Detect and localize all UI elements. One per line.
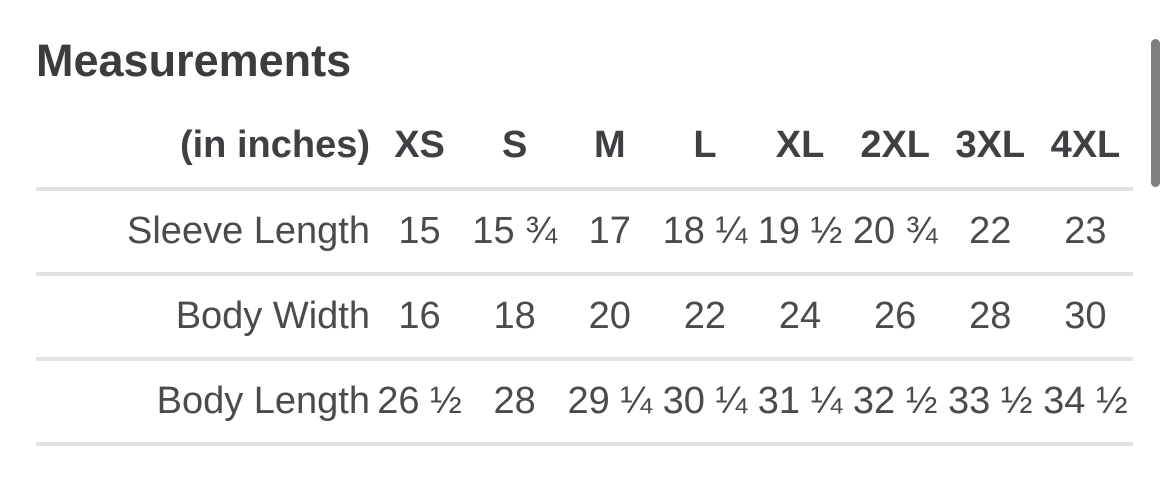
size-header-3xl: 3XL (942, 104, 1038, 191)
measurement-cell: 17 (562, 189, 658, 276)
measurement-cell: 30 (1037, 274, 1133, 361)
measurements-section: Measurements (in inches) XS S M L XL 2XL… (36, 35, 1133, 446)
measurement-cell: 23 (1037, 189, 1133, 276)
measurement-cell: 26 ½ (372, 359, 468, 446)
row-label-sleeve-length: Sleeve Length (36, 189, 372, 276)
measurement-cell: 24 (752, 274, 848, 361)
measurement-cell: 22 (657, 274, 753, 361)
measurement-cell: 18 ¼ (657, 189, 753, 276)
page-title: Measurements (36, 35, 352, 86)
size-header-2xl: 2XL (847, 104, 943, 191)
measurement-cell: 28 (942, 274, 1038, 361)
measurement-cell: 19 ½ (752, 189, 848, 276)
measurement-cell: 26 (847, 274, 943, 361)
measurement-cell: 20 (562, 274, 658, 361)
row-label-body-length: Body Length (36, 359, 372, 446)
measurement-cell: 29 ¼ (562, 359, 658, 446)
measurement-cell: 32 ½ (847, 359, 943, 446)
measurement-cell: 15 (372, 189, 468, 276)
size-header-4xl: 4XL (1037, 104, 1133, 191)
table-row-body-length: Body Length 26 ½ 28 29 ¼ 30 ¼ 31 ¼ 32 ½ … (36, 359, 1133, 446)
size-header-s: S (467, 104, 563, 191)
measurement-cell: 16 (372, 274, 468, 361)
measurement-cell: 28 (467, 359, 563, 446)
size-header-xl: XL (752, 104, 848, 191)
measurement-cell: 18 (467, 274, 563, 361)
size-header-m: M (562, 104, 658, 191)
measurements-table: (in inches) XS S M L XL 2XL 3XL 4XL Slee… (36, 104, 1133, 446)
row-label-body-width: Body Width (36, 274, 372, 361)
measurement-cell: 20 ¾ (847, 189, 943, 276)
measurement-cell: 33 ½ (942, 359, 1038, 446)
size-header-l: L (657, 104, 753, 191)
measurement-cell: 22 (942, 189, 1038, 276)
measurement-cell: 30 ¼ (657, 359, 753, 446)
measurement-cell: 15 ¾ (467, 189, 563, 276)
measurement-cell: 31 ¼ (752, 359, 848, 446)
size-header-row: (in inches) XS S M L XL 2XL 3XL 4XL (36, 104, 1133, 191)
table-row-body-width: Body Width 16 18 20 22 24 26 28 30 (36, 274, 1133, 361)
vertical-scrollbar-thumb[interactable] (1151, 39, 1160, 187)
measurement-cell: 34 ½ (1037, 359, 1133, 446)
unit-label: (in inches) (36, 104, 372, 191)
size-header-xs: XS (372, 104, 468, 191)
table-row-sleeve-length: Sleeve Length 15 15 ¾ 17 18 ¼ 19 ½ 20 ¾ … (36, 189, 1133, 276)
